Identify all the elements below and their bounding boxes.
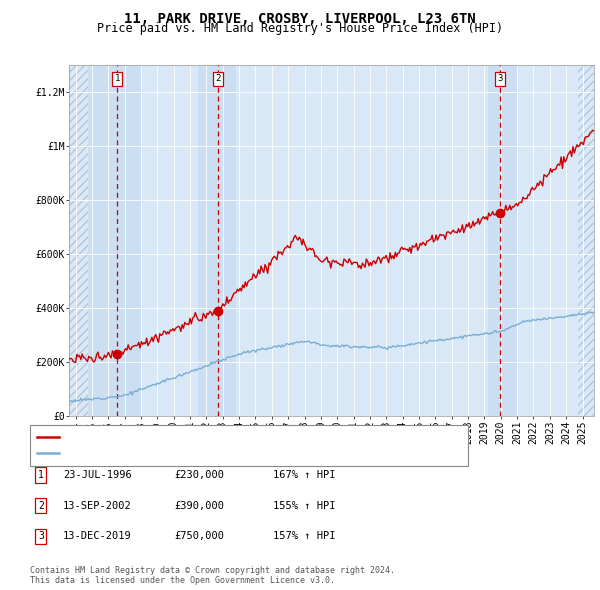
Text: 3: 3 — [38, 532, 44, 541]
Bar — [198, 65, 236, 416]
Text: 13-DEC-2019: 13-DEC-2019 — [63, 532, 132, 541]
Text: 23-JUL-1996: 23-JUL-1996 — [63, 470, 132, 480]
Text: 167% ↑ HPI: 167% ↑ HPI — [273, 470, 335, 480]
Text: £750,000: £750,000 — [174, 532, 224, 541]
Text: 2: 2 — [215, 74, 221, 83]
Text: 11, PARK DRIVE, CROSBY, LIVERPOOL, L23 6TN: 11, PARK DRIVE, CROSBY, LIVERPOOL, L23 6… — [124, 12, 476, 26]
Bar — [578, 65, 594, 416]
Text: 3: 3 — [497, 74, 503, 83]
Text: 155% ↑ HPI: 155% ↑ HPI — [273, 501, 335, 510]
Text: 11, PARK DRIVE, CROSBY, LIVERPOOL, L23 6TN (detached house): 11, PARK DRIVE, CROSBY, LIVERPOOL, L23 6… — [62, 432, 431, 441]
Text: 2: 2 — [38, 501, 44, 510]
Bar — [88, 65, 141, 416]
Bar — [488, 65, 517, 416]
Text: 1: 1 — [115, 74, 120, 83]
Text: £230,000: £230,000 — [174, 470, 224, 480]
Text: Contains HM Land Registry data © Crown copyright and database right 2024.
This d: Contains HM Land Registry data © Crown c… — [30, 566, 395, 585]
Bar — [236, 65, 488, 416]
Text: 13-SEP-2002: 13-SEP-2002 — [63, 501, 132, 510]
Text: HPI: Average price, detached house, Sefton: HPI: Average price, detached house, Seft… — [62, 448, 325, 458]
Bar — [517, 65, 578, 416]
Bar — [69, 65, 88, 416]
Text: Price paid vs. HM Land Registry's House Price Index (HPI): Price paid vs. HM Land Registry's House … — [97, 22, 503, 35]
Text: £390,000: £390,000 — [174, 501, 224, 510]
Text: 157% ↑ HPI: 157% ↑ HPI — [273, 532, 335, 541]
Text: 1: 1 — [38, 470, 44, 480]
Bar — [141, 65, 198, 416]
